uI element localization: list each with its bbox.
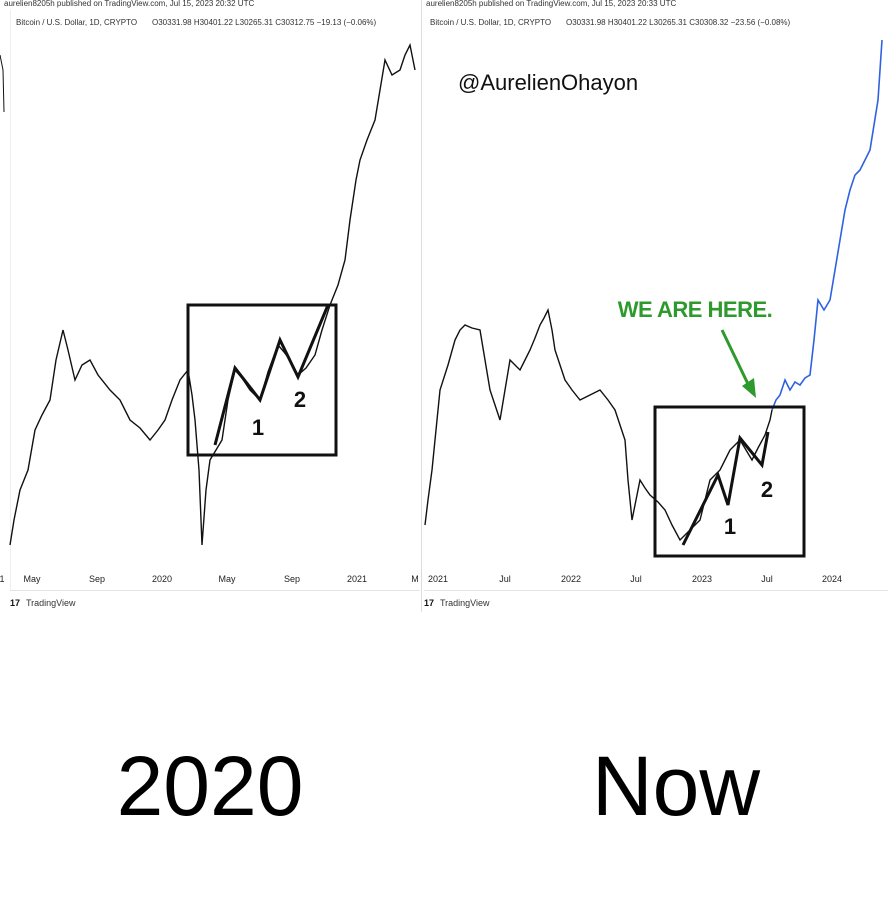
handle: @AurelienOhayon <box>458 70 638 95</box>
publisher-line: aurelien8205h published on TradingView.c… <box>426 0 676 8</box>
publisher-line: aurelien8205h published on TradingView.c… <box>4 0 254 8</box>
price-line <box>0 54 5 113</box>
x-axis-label: 2021 <box>428 574 448 584</box>
x-axis-label: Jul <box>761 574 773 584</box>
x-axis-label: 2023 <box>692 574 712 584</box>
x-axis-label: M <box>411 574 419 584</box>
symbol: Bitcoin / U.S. Dollar, 1D, CRYPTO <box>16 18 137 27</box>
projection-line <box>771 39 883 411</box>
highlight-box <box>186 303 338 457</box>
arrow-head <box>742 378 756 398</box>
x-axis-label: 2022 <box>561 574 581 584</box>
brand-logo: 17 <box>10 598 20 608</box>
brand-name: TradingView <box>26 598 76 608</box>
x-axis-label: Sep <box>284 574 300 584</box>
arrow-shaft <box>720 329 750 385</box>
wave-label: 1 <box>252 415 264 440</box>
wave-line <box>681 431 770 546</box>
wave-label: 2 <box>761 477 773 502</box>
ohlc: O30331.98 H30401.22 L30265.31 C30308.32 … <box>566 18 791 27</box>
brand-name: TradingView <box>440 598 490 608</box>
symbol: Bitcoin / U.S. Dollar, 1D, CRYPTO <box>430 18 551 27</box>
wave-line <box>213 304 330 446</box>
caption: Now <box>592 739 760 833</box>
ohlc: O30331.98 H30401.22 L30265.31 C30312.75 … <box>152 18 377 27</box>
x-axis-label: Jul <box>499 574 511 584</box>
x-axis-label: 2021 <box>347 574 367 584</box>
callout: WE ARE HERE. <box>618 297 773 322</box>
wave-label: 1 <box>724 514 736 539</box>
x-axis-label: 2020 <box>152 574 172 584</box>
x-axis-label: 2024 <box>822 574 842 584</box>
x-axis-label: Sep <box>89 574 105 584</box>
x-axis-label: 1 <box>0 574 5 584</box>
x-axis-label: May <box>23 574 41 584</box>
wave-label: 2 <box>294 387 306 412</box>
caption: 2020 <box>117 739 304 833</box>
brand-logo: 17 <box>424 598 434 608</box>
x-axis-label: May <box>218 574 236 584</box>
highlight-box <box>653 405 806 558</box>
brand: 17 TradingView 17 TradingView <box>10 598 490 608</box>
x-axis-label: Jul <box>630 574 642 584</box>
price-line <box>424 307 773 542</box>
